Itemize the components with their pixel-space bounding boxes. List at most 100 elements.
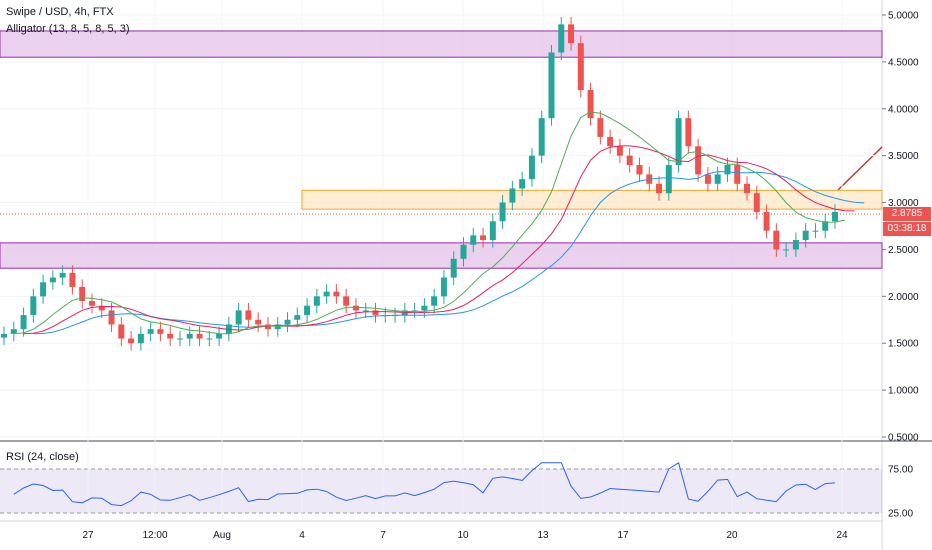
- rsi-line-path: [13, 462, 836, 507]
- candle-body: [323, 291, 330, 297]
- candle-body: [245, 310, 252, 320]
- support-zone[interactable]: [0, 242, 883, 269]
- candle-body: [802, 230, 809, 241]
- candle-body: [763, 211, 770, 231]
- candle-body: [724, 165, 731, 175]
- price-tick-label: 2.5000: [888, 245, 919, 256]
- candle-body: [137, 333, 144, 344]
- candle-body: [118, 324, 125, 339]
- rsi-legend[interactable]: RSI (24, close): [6, 451, 79, 463]
- candle-body: [665, 165, 672, 194]
- time-label: Aug: [213, 530, 231, 541]
- candle-body: [79, 286, 86, 302]
- price-tick-label: 2.0000: [888, 292, 919, 303]
- countdown-badge: 03:38:18: [883, 222, 931, 236]
- candle-body: [440, 277, 447, 297]
- time-label: 20: [726, 530, 738, 541]
- rsi-tick-label: 75.00: [888, 465, 913, 476]
- mid-zone[interactable]: [301, 189, 883, 210]
- candle-body: [264, 324, 271, 330]
- candle-body: [470, 235, 477, 245]
- time-label: 10: [457, 530, 469, 541]
- zones[interactable]: [0, 30, 883, 269]
- candle-body: [616, 146, 623, 156]
- indicator-legend[interactable]: Alligator (13, 8, 5, 8, 5, 3): [6, 23, 130, 35]
- candle-body: [792, 240, 799, 250]
- candle-body: [499, 202, 506, 222]
- candle-body: [460, 244, 467, 259]
- price-tick-label: 4.0000: [888, 104, 919, 115]
- candle-body: [352, 305, 359, 311]
- candle-body: [607, 136, 614, 147]
- candle-body: [421, 305, 428, 311]
- candle-body: [40, 282, 47, 297]
- trend-arrow-line[interactable]: [837, 146, 883, 191]
- candle-body: [69, 272, 76, 287]
- time-label: 13: [537, 530, 549, 541]
- price-tick-label: 1.5000: [888, 339, 919, 350]
- price-tick-label: 0.5000: [888, 433, 919, 444]
- candle-body: [147, 329, 154, 334]
- time-label: 12:00: [142, 530, 167, 541]
- candle-body: [753, 193, 760, 212]
- time-label: 17: [617, 530, 629, 541]
- candle-body: [538, 118, 545, 156]
- candle-body: [431, 296, 438, 306]
- candle-body: [206, 338, 213, 340]
- last-price-badge: 2.8785: [883, 207, 931, 221]
- time-label: 27: [82, 530, 94, 541]
- candle-body: [294, 315, 301, 320]
- candle-body: [186, 333, 193, 339]
- candle-body: [196, 333, 203, 339]
- time-label: 7: [380, 530, 386, 541]
- candle-body: [362, 310, 369, 312]
- candle-body: [822, 221, 829, 231]
- alligator-jaw: [33, 171, 865, 335]
- candle-body: [108, 310, 115, 325]
- candle-body: [656, 183, 663, 194]
- candle-body: [255, 319, 262, 325]
- candle-body: [626, 155, 633, 166]
- candle-body: [343, 296, 350, 306]
- candle-body: [773, 230, 780, 250]
- candle-body: [597, 118, 604, 137]
- candle-body: [744, 183, 751, 194]
- price-axis[interactable]: 5.0000 4.5000 4.0000 3.5000 3.0000 2.5000 2.00…: [82, 11, 919, 542]
- candle-body: [528, 155, 535, 180]
- candle-body: [20, 315, 27, 330]
- candle-body: [284, 319, 291, 325]
- candle-body: [734, 165, 741, 184]
- candle-body: [98, 305, 105, 311]
- candle-body: [59, 272, 66, 278]
- candle-body: [704, 174, 711, 184]
- candle-body: [1, 333, 7, 338]
- alligator-teeth: [23, 145, 855, 335]
- candle-body: [450, 258, 457, 278]
- candle-body: [489, 221, 496, 241]
- candle-body: [685, 118, 692, 147]
- candle-body: [695, 146, 702, 175]
- candle-body: [558, 24, 565, 53]
- candle-body: [675, 118, 682, 166]
- candle-body: [509, 188, 516, 203]
- candle-body: [167, 333, 174, 339]
- candle-body: [714, 174, 721, 184]
- candle-body: [372, 310, 379, 316]
- price-tick-label: 5.0000: [888, 11, 919, 22]
- candle-body: [519, 179, 526, 189]
- resistance-zone[interactable]: [0, 30, 883, 58]
- candle-body: [10, 329, 17, 334]
- candle-body: [235, 310, 242, 325]
- candle-body: [577, 43, 584, 91]
- price-tick-label: 3.0000: [888, 198, 919, 209]
- symbol-title[interactable]: Swipe / USD, 4h, FTX: [6, 6, 114, 18]
- countdown-value: 03:38:18: [887, 223, 927, 234]
- candle-body: [480, 235, 487, 241]
- candle-body: [548, 52, 555, 119]
- time-label: 4: [299, 530, 305, 541]
- candle-body: [30, 296, 37, 316]
- candle-body: [157, 329, 164, 334]
- candle-body: [304, 305, 311, 316]
